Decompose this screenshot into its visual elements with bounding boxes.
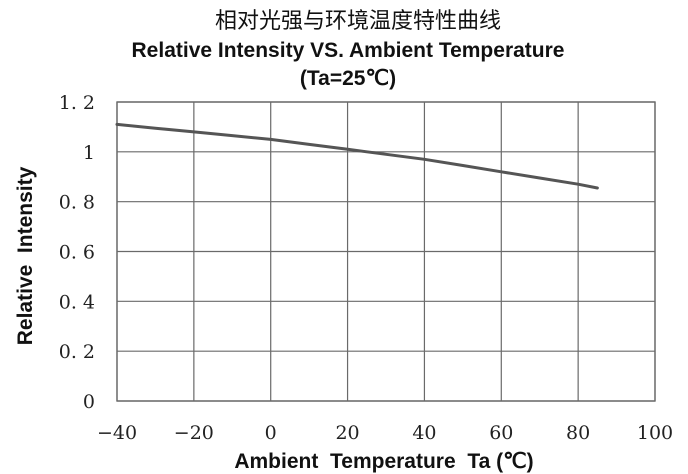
x-tick-label: 100	[637, 422, 673, 444]
y-tick-label: 0. 8	[59, 192, 95, 214]
y-tick-label: 0. 4	[59, 291, 95, 313]
grid	[116, 101, 656, 402]
plot-frame	[116, 101, 656, 402]
y-tick-label: 0. 2	[59, 341, 95, 363]
x-tick-label: 0	[265, 422, 277, 444]
y-tick-label: 1	[83, 142, 95, 164]
x-axis-title: Ambient Temperature Ta (℃)	[234, 450, 533, 473]
y-tick-label: 1. 2	[59, 92, 95, 114]
y-axis-title: Relative Intensity	[14, 166, 37, 345]
chart-title: 相对光强与环境温度特性曲线	[215, 9, 501, 34]
chart-subtitle: Relative Intensity VS. Ambient Temperatu…	[132, 39, 565, 62]
y-tick-label: 0	[83, 391, 95, 413]
x-tick-label: −40	[97, 422, 137, 444]
x-tick-label: −20	[174, 422, 214, 444]
x-tick-label: 40	[412, 422, 436, 444]
y-tick-label: 0. 6	[59, 242, 95, 264]
y-axis-ticks: 0 0. 2 0. 4 0. 6 0. 8 1 1. 2	[59, 92, 95, 413]
x-tick-label: 80	[566, 422, 590, 444]
series-layer	[115, 122, 599, 190]
x-axis-ticks: −40 −20 0 20 40 60 80 100	[97, 422, 673, 444]
x-tick-label: 60	[489, 422, 513, 444]
chart-condition: (Ta=25℃)	[300, 67, 396, 90]
series-line	[115, 122, 599, 190]
x-tick-label: 20	[335, 422, 359, 444]
